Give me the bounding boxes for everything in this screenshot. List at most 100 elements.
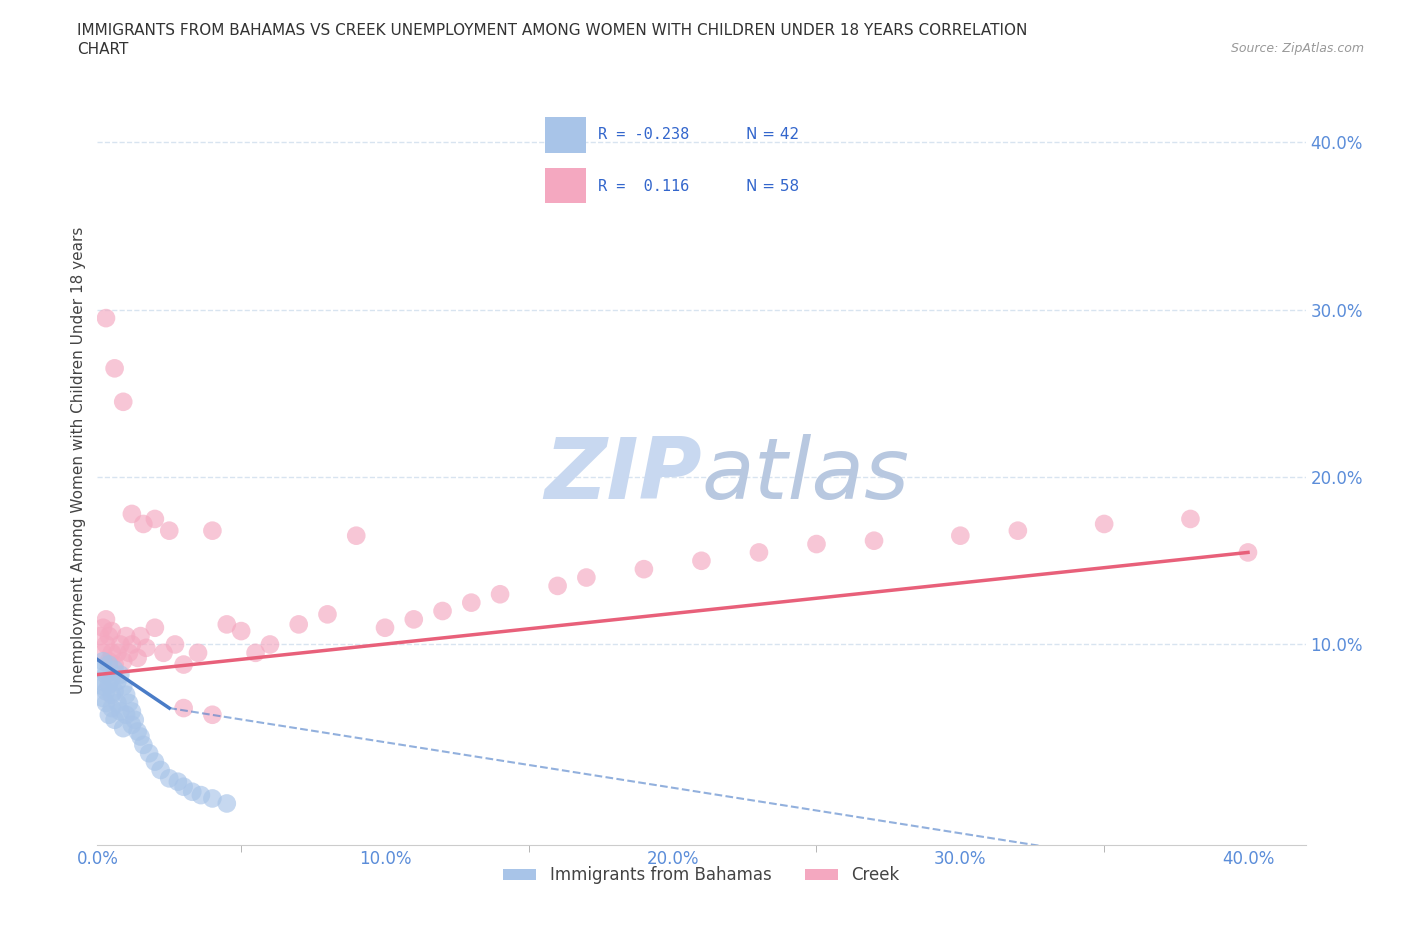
Point: [633, 562, 655, 577]
Point: [127, 724, 149, 739]
Point: [143, 754, 166, 769]
Point: [167, 775, 190, 790]
Point: [110, 704, 132, 719]
Point: [104, 361, 127, 376]
Point: [1007, 524, 1029, 538]
Point: [163, 637, 186, 652]
Text: Source: ZipAtlas.com: Source: ZipAtlas.com: [1230, 42, 1364, 55]
Point: [110, 667, 132, 682]
Point: [94, 684, 117, 698]
Point: [127, 650, 149, 665]
Point: [374, 620, 396, 635]
Point: [112, 394, 135, 409]
Point: [91, 654, 114, 669]
Point: [1237, 545, 1260, 560]
Point: [187, 645, 209, 660]
Point: [110, 637, 132, 652]
Point: [94, 612, 117, 627]
Point: [173, 779, 195, 794]
Point: [94, 637, 117, 652]
Text: atlas: atlas: [702, 434, 910, 517]
Point: [190, 788, 212, 803]
Point: [316, 607, 339, 622]
Point: [129, 629, 152, 644]
Text: CHART: CHART: [77, 42, 129, 57]
Point: [201, 524, 224, 538]
Point: [157, 524, 180, 538]
Point: [89, 662, 111, 677]
Point: [949, 528, 972, 543]
Point: [547, 578, 569, 593]
Point: [138, 746, 160, 761]
Point: [1180, 512, 1202, 526]
Point: [89, 629, 111, 644]
Point: [201, 791, 224, 806]
Point: [149, 763, 172, 777]
Point: [231, 624, 253, 639]
Point: [89, 674, 111, 689]
Point: [132, 737, 155, 752]
Point: [489, 587, 512, 602]
Point: [215, 796, 238, 811]
Point: [152, 645, 174, 660]
Point: [97, 677, 120, 692]
Point: [107, 674, 129, 689]
Point: [863, 533, 886, 548]
Point: [432, 604, 454, 618]
Point: [259, 637, 281, 652]
Point: [748, 545, 770, 560]
Point: [112, 721, 135, 736]
Point: [690, 553, 713, 568]
Point: [94, 667, 117, 682]
Point: [806, 537, 828, 551]
Point: [91, 620, 114, 635]
Point: [121, 717, 143, 732]
Point: [97, 658, 120, 672]
Point: [115, 708, 138, 723]
Point: [121, 704, 143, 719]
Point: [97, 654, 120, 669]
Point: [201, 708, 224, 723]
Point: [100, 687, 122, 702]
Point: [173, 658, 195, 672]
Point: [121, 507, 143, 522]
Y-axis label: Unemployment Among Women with Children Under 18 years: Unemployment Among Women with Children U…: [72, 227, 86, 694]
Point: [215, 617, 238, 631]
Point: [344, 528, 367, 543]
Text: IMMIGRANTS FROM BAHAMAS VS CREEK UNEMPLOYMENT AMONG WOMEN WITH CHILDREN UNDER 18: IMMIGRANTS FROM BAHAMAS VS CREEK UNEMPLO…: [77, 23, 1028, 38]
Point: [129, 729, 152, 744]
Point: [107, 696, 129, 711]
Point: [460, 595, 482, 610]
Point: [100, 624, 122, 639]
Point: [94, 696, 117, 711]
Point: [132, 516, 155, 531]
Point: [100, 671, 122, 685]
Point: [287, 617, 309, 631]
Point: [121, 637, 143, 652]
Point: [104, 662, 127, 677]
Text: ZIP: ZIP: [544, 434, 702, 517]
Point: [118, 645, 141, 660]
Point: [135, 641, 157, 656]
Point: [143, 512, 166, 526]
Point: [104, 712, 127, 727]
Point: [91, 679, 114, 694]
Point: [245, 645, 267, 660]
Point: [97, 708, 120, 723]
Point: [104, 658, 127, 672]
Point: [91, 691, 114, 706]
Point: [100, 700, 122, 715]
Point: [402, 612, 425, 627]
Point: [173, 700, 195, 715]
Point: [104, 684, 127, 698]
Point: [94, 311, 117, 325]
Point: [1092, 516, 1115, 531]
Point: [100, 645, 122, 660]
Point: [107, 645, 129, 660]
Point: [118, 696, 141, 711]
Point: [575, 570, 598, 585]
Point: [91, 645, 114, 660]
Point: [157, 771, 180, 786]
Point: [115, 629, 138, 644]
Legend: Immigrants from Bahamas, Creek: Immigrants from Bahamas, Creek: [496, 859, 907, 891]
